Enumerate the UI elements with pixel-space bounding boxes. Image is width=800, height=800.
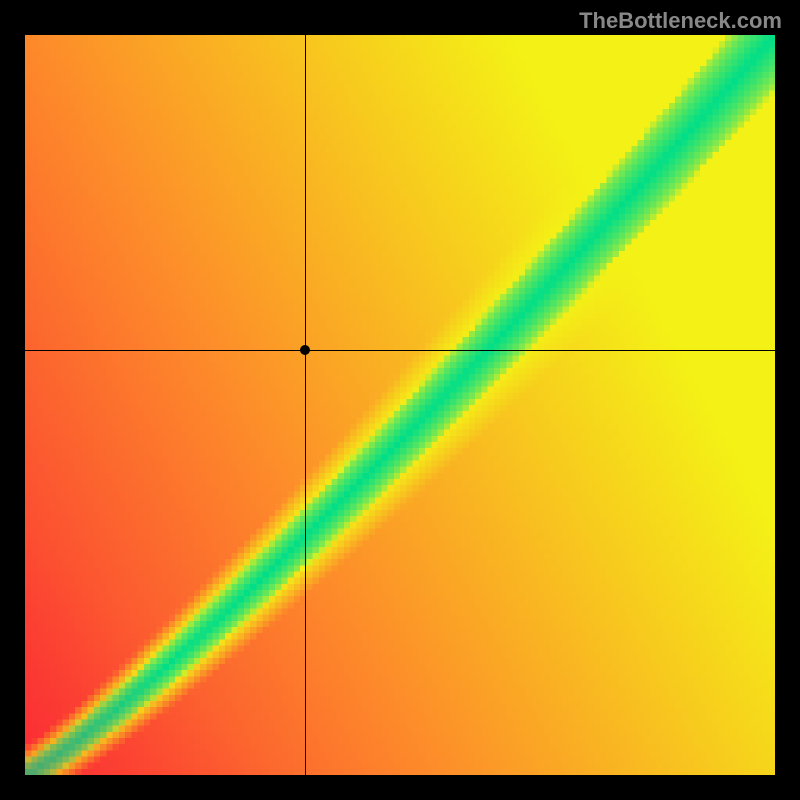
intersection-marker: [300, 345, 310, 355]
watermark-text: TheBottleneck.com: [579, 8, 782, 34]
crosshair-horizontal: [25, 350, 775, 351]
crosshair-vertical: [305, 35, 306, 775]
heatmap-canvas: [25, 35, 775, 775]
heatmap-plot: [25, 35, 775, 775]
